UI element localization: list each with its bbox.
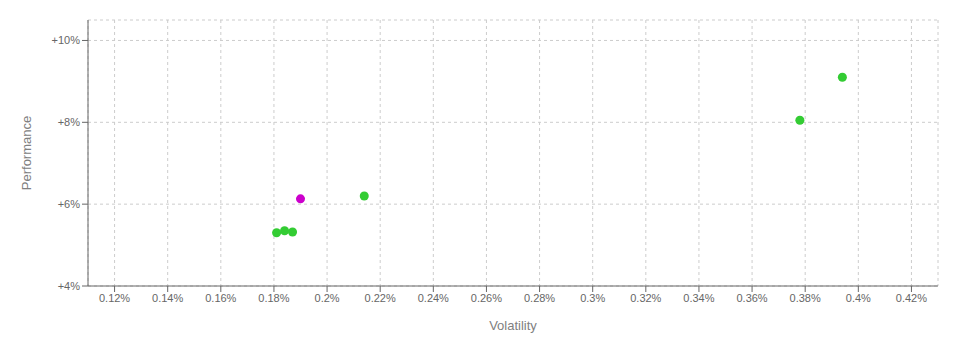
svg-text:0.16%: 0.16% (205, 292, 236, 304)
svg-text:0.12%: 0.12% (99, 292, 130, 304)
svg-text:0.26%: 0.26% (471, 292, 502, 304)
svg-text:0.18%: 0.18% (258, 292, 289, 304)
svg-text:Performance: Performance (19, 116, 34, 190)
svg-text:0.24%: 0.24% (418, 292, 449, 304)
svg-text:0.3%: 0.3% (580, 292, 605, 304)
svg-text:0.14%: 0.14% (152, 292, 183, 304)
svg-text:Volatility: Volatility (489, 318, 537, 333)
svg-text:+8%: +8% (58, 116, 81, 128)
svg-text:+10%: +10% (52, 34, 81, 46)
svg-text:0.4%: 0.4% (846, 292, 871, 304)
svg-text:0.32%: 0.32% (630, 292, 661, 304)
svg-text:0.36%: 0.36% (736, 292, 767, 304)
svg-text:0.2%: 0.2% (315, 292, 340, 304)
svg-text:+6%: +6% (58, 198, 81, 210)
svg-text:+4%: +4% (58, 280, 81, 292)
svg-text:0.28%: 0.28% (524, 292, 555, 304)
svg-text:0.22%: 0.22% (365, 292, 396, 304)
svg-text:0.34%: 0.34% (683, 292, 714, 304)
svg-text:0.38%: 0.38% (790, 292, 821, 304)
svg-text:0.42%: 0.42% (896, 292, 927, 304)
